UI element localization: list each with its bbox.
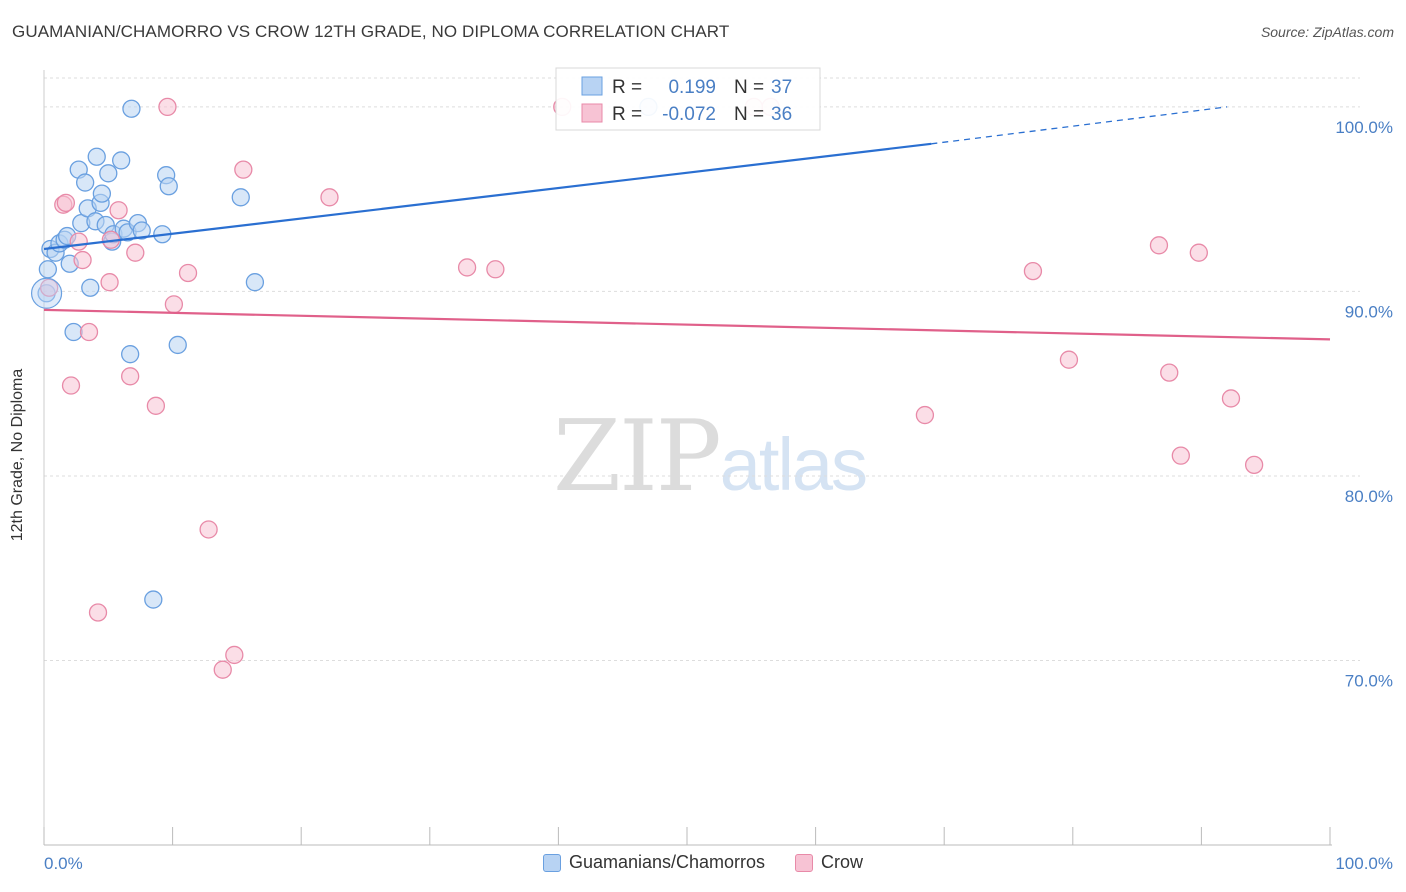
watermark-atlas: atlas [719, 423, 868, 506]
point-crow [1189, 243, 1208, 262]
point-crow [320, 188, 339, 207]
point-crow [1171, 446, 1190, 465]
trendline-guamanian-extension [931, 106, 1228, 145]
legend-swatch-blue [542, 853, 561, 872]
point-crow [158, 97, 177, 117]
point-crow [457, 258, 477, 277]
y-tick-label: 80.0% [1345, 487, 1393, 506]
legend-item-crow[interactable]: Crow [795, 852, 863, 873]
point-guamanian [231, 188, 250, 207]
point-crow [199, 520, 218, 539]
stats-r-label: R = [612, 104, 642, 125]
y-tick-label: 100.0% [1335, 118, 1393, 137]
point-crow [1149, 236, 1169, 255]
point-crow [146, 396, 166, 415]
point-guamanian [92, 184, 112, 203]
point-guamanian [132, 221, 151, 240]
point-crow [1059, 350, 1079, 369]
watermark: ZIPatlas [553, 400, 868, 514]
point-crow [69, 232, 88, 251]
point-crow [234, 160, 253, 179]
x-tick-label-max: 100.0% [1335, 854, 1393, 873]
y-tick-label: 90.0% [1345, 302, 1393, 321]
point-guamanian [245, 273, 265, 292]
stats-swatch-pink [581, 103, 603, 123]
legend-label-guamanians: Guamanians/Chamorros [568, 852, 766, 872]
point-crow [178, 263, 198, 283]
point-guamanian [112, 151, 131, 170]
point-crow [213, 660, 232, 679]
stats-swatch-blue [581, 76, 603, 96]
stats-r-value: 0.199 [668, 77, 716, 98]
point-guamanian [64, 322, 83, 342]
trendline-guamanian [43, 142, 932, 251]
stats-n-value: 37 [771, 77, 792, 98]
point-crow [164, 295, 184, 314]
stats-n-value: 36 [771, 104, 792, 125]
point-crow [79, 322, 99, 342]
trendline-crow [43, 308, 1331, 341]
point-crow [100, 273, 119, 292]
point-crow [56, 193, 76, 213]
source-label: Source: ZipAtlas.com [1260, 24, 1394, 40]
stats-n-label: N = [734, 77, 764, 98]
point-crow [121, 367, 140, 386]
bottom-legend: Guamanians/Chamorros Crow [0, 852, 1406, 873]
point-crow [486, 260, 505, 279]
chart-title: GUAMANIAN/CHAMORRO VS CROW 12TH GRADE, N… [12, 22, 730, 41]
point-crow [1244, 455, 1264, 475]
point-crow [88, 603, 108, 622]
point-guamanian [38, 260, 58, 279]
legend-swatch-pink [795, 853, 814, 872]
legend-item-guamanians[interactable]: Guamanians/Chamorros [542, 852, 766, 873]
point-guamanian [121, 345, 140, 364]
point-guamanian [87, 147, 106, 166]
point-guamanian-large [30, 277, 63, 309]
point-crow [61, 376, 81, 395]
point-crow [1023, 261, 1043, 281]
point-crow [73, 250, 92, 270]
watermark-zip: ZIP [553, 400, 722, 514]
y-tick-label: 70.0% [1345, 671, 1393, 690]
point-crow [1160, 363, 1179, 382]
point-crow [39, 278, 59, 297]
legend-label-crow: Crow [821, 852, 864, 872]
x-tick-label-min: 0.0% [44, 854, 83, 873]
point-guamanian [144, 590, 163, 609]
point-guamanian [81, 278, 100, 297]
point-guamanian [76, 173, 95, 192]
point-crow [109, 201, 128, 220]
point-crow [915, 405, 935, 425]
point-crow [225, 645, 244, 665]
point-crow [1221, 389, 1241, 408]
point-guamanian [99, 164, 118, 183]
stats-n-label: N = [734, 104, 764, 125]
point-crow [126, 243, 145, 262]
stats-r-label: R = [612, 77, 642, 98]
point-guamanian [159, 177, 178, 196]
point-guamanian [122, 99, 141, 118]
stats-r-value: -0.072 [662, 104, 716, 125]
point-guamanian [168, 335, 187, 355]
